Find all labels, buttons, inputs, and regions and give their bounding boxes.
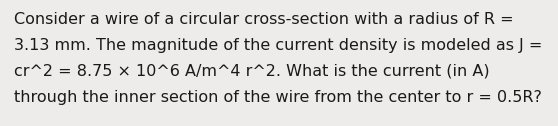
Text: 3.13 mm. The magnitude of the current density is modeled as J =: 3.13 mm. The magnitude of the current de… (14, 38, 542, 53)
Text: cr^2 = 8.75 × 10^6 A/m^4 r^2. What is the current (in A): cr^2 = 8.75 × 10^6 A/m^4 r^2. What is th… (14, 64, 489, 79)
Text: through the inner section of the wire from the center to r = 0.5R?: through the inner section of the wire fr… (14, 90, 542, 105)
Text: Consider a wire of a circular cross-section with a radius of R =: Consider a wire of a circular cross-sect… (14, 12, 513, 27)
